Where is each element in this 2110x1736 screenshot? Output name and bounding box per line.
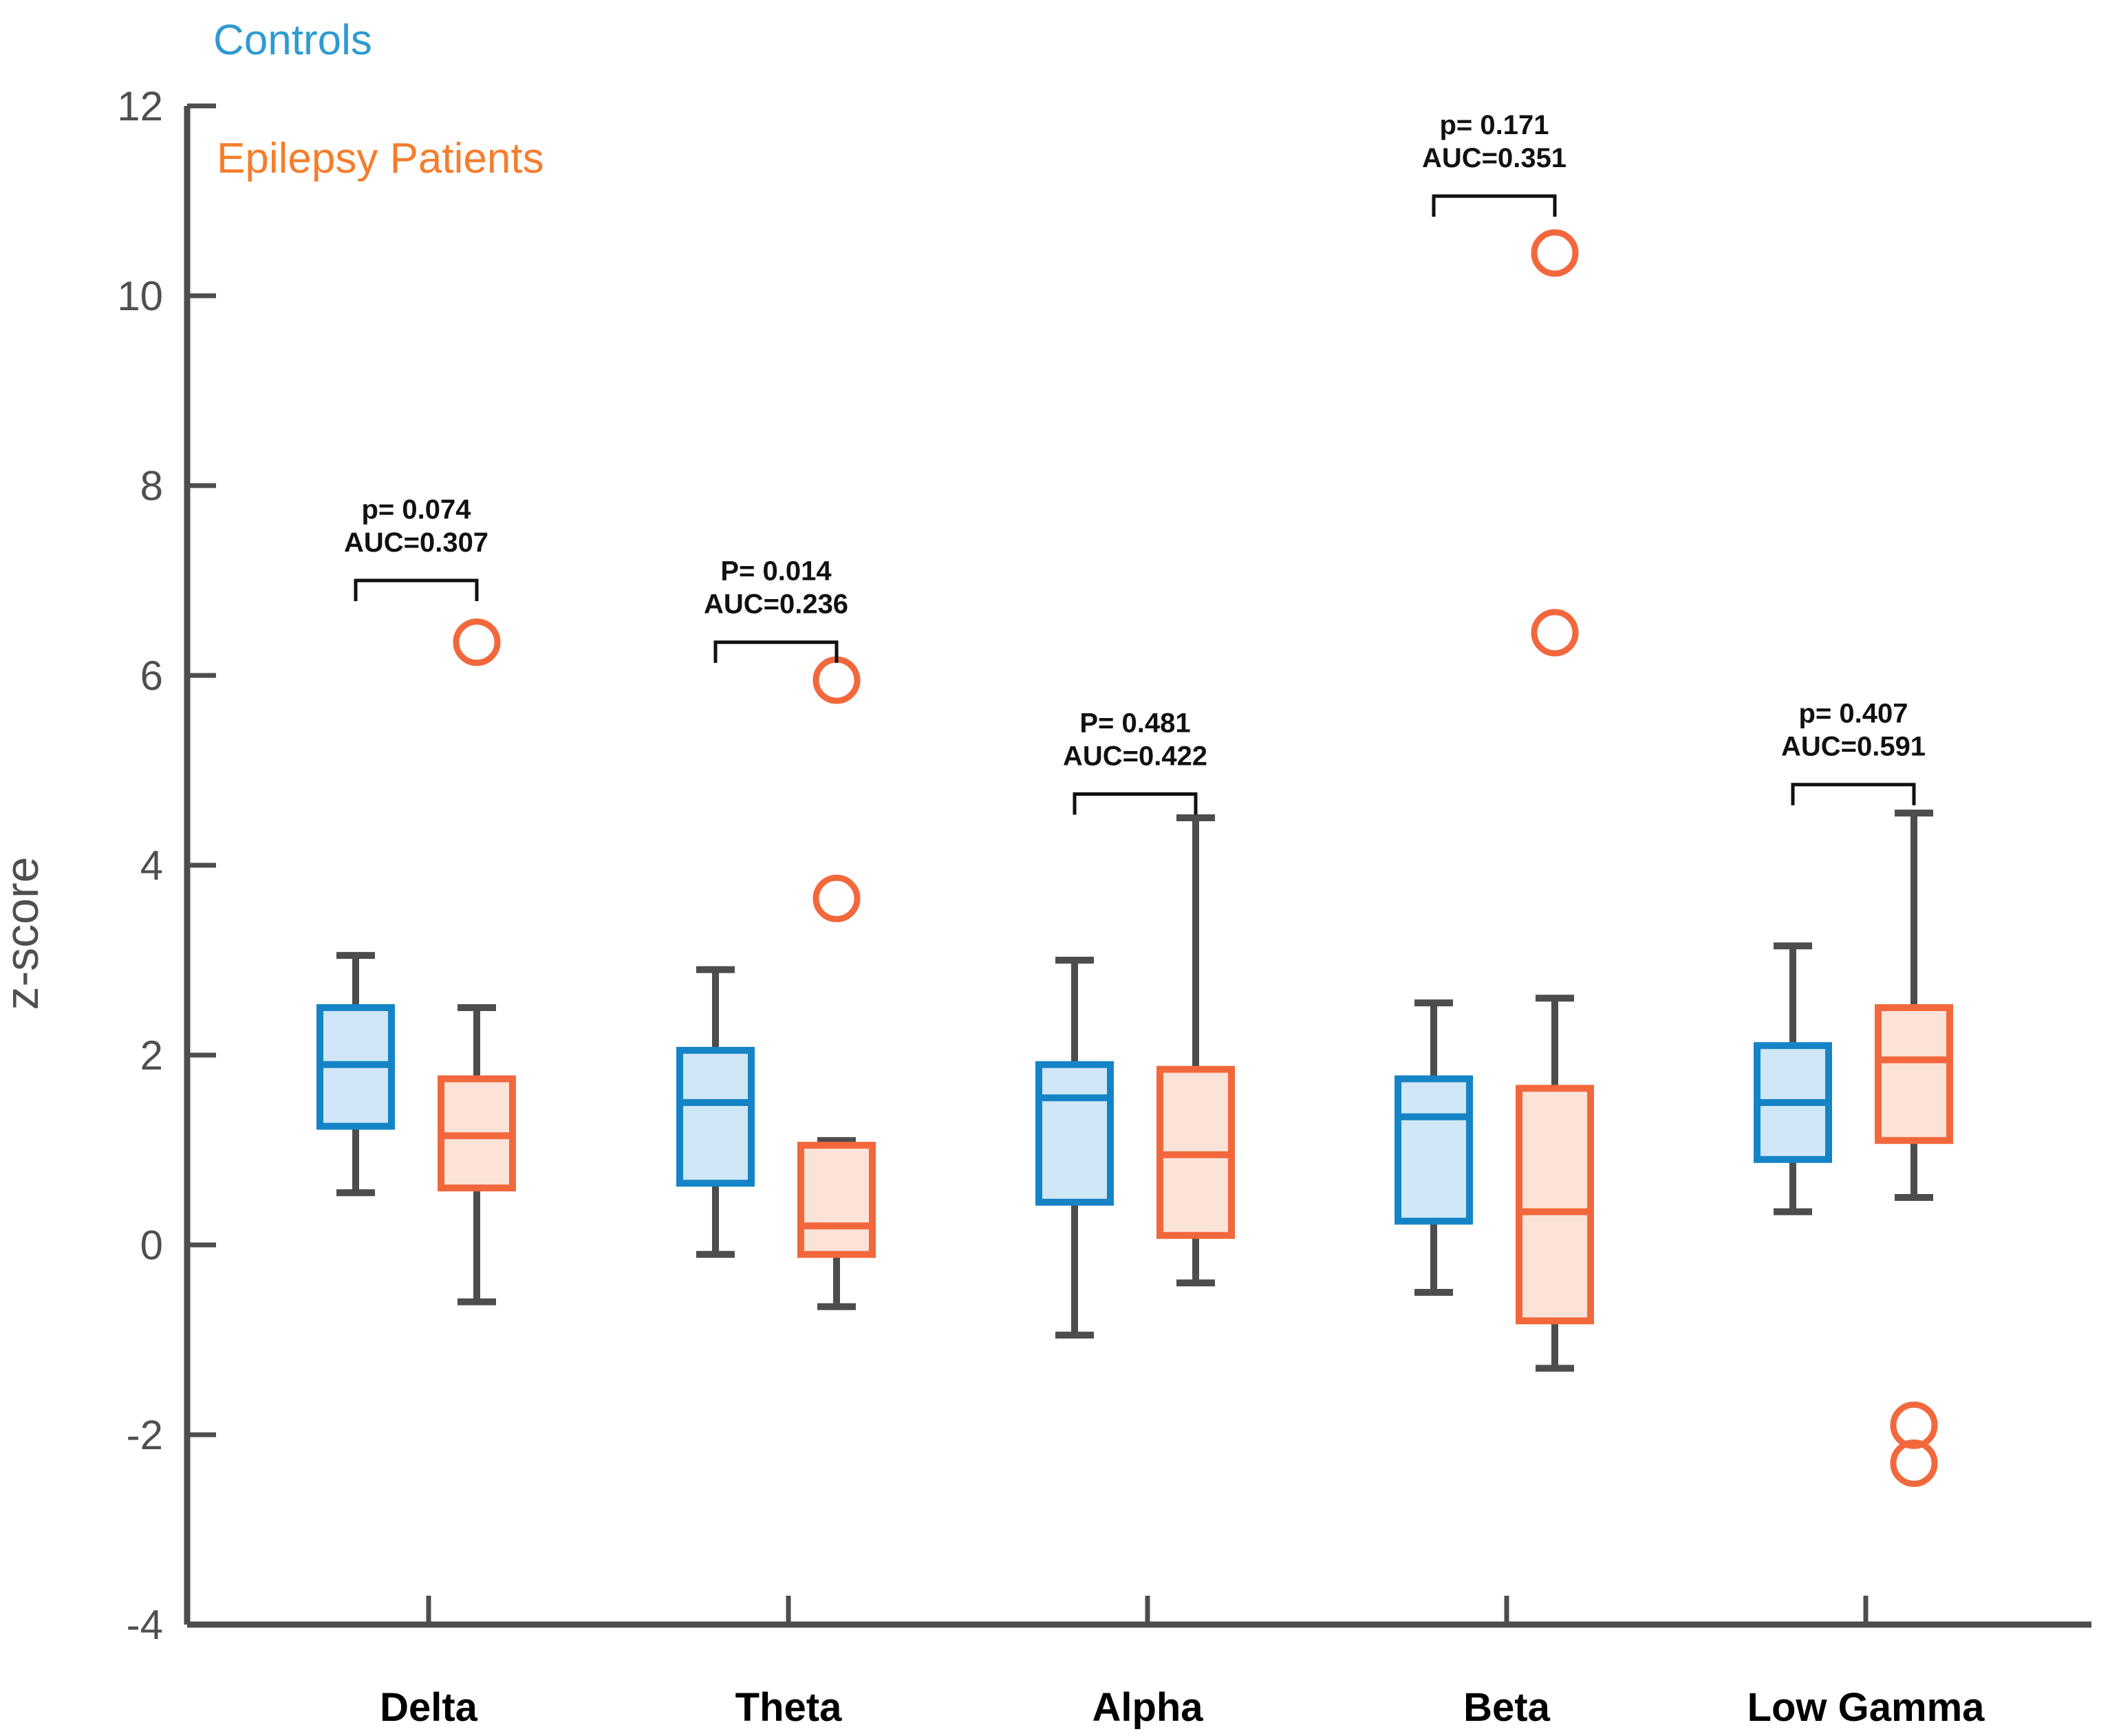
significance-bracket-beta (1432, 194, 1557, 217)
box-epilepsy-patients-theta (797, 1142, 876, 1258)
outlier-marker-epilepsy-patients-theta (812, 656, 861, 704)
y-tick-label: 8 (140, 463, 163, 509)
auc-label-beta: AUC=0.351 (1422, 143, 1567, 173)
box-epilepsy-patients-beta (1516, 1085, 1594, 1325)
y-tick-label: -4 (127, 1602, 163, 1648)
y-tick-label: 12 (117, 83, 163, 129)
p-value-label-alpha: P= 0.481 (1079, 708, 1190, 739)
outlier-marker-epilepsy-patients-beta (1531, 609, 1579, 657)
y-tick-label: -2 (127, 1412, 163, 1458)
box-epilepsy-patients-low-gamma (1875, 1004, 1953, 1144)
p-value-label-theta: P= 0.014 (720, 556, 832, 587)
box-controls-beta (1395, 1075, 1473, 1225)
auc-label-low-gamma: AUC=0.591 (1781, 732, 1926, 762)
outlier-marker-epilepsy-patients-delta (453, 618, 501, 666)
p-value-label-beta: p= 0.171 (1439, 110, 1549, 140)
outlier-marker-epilepsy-patients-beta (1531, 229, 1579, 277)
box-controls-alpha (1035, 1061, 1114, 1206)
significance-bracket-delta (354, 578, 479, 601)
legend-item-controls: Controls (213, 17, 372, 64)
outlier-marker-epilepsy-patients-low-gamma (1890, 1439, 1938, 1487)
y-axis-label: z-score (0, 856, 48, 1010)
y-tick-label: 6 (140, 653, 163, 699)
x-tick-label: Theta (735, 1685, 842, 1730)
y-tick-label: 0 (140, 1222, 163, 1268)
y-tick-label: 10 (117, 273, 163, 319)
p-value-label-delta: p= 0.074 (361, 495, 471, 525)
y-tick-label: 2 (140, 1032, 163, 1078)
box-controls-theta (676, 1047, 755, 1187)
x-tick-label: Low Gamma (1747, 1685, 1985, 1730)
significance-bracket-theta (713, 640, 839, 663)
x-tick-label: Alpha (1092, 1685, 1203, 1730)
significance-bracket-low-gamma (1791, 783, 1916, 805)
auc-label-alpha: AUC=0.422 (1063, 741, 1207, 772)
outlier-marker-epilepsy-patients-theta (812, 874, 861, 922)
significance-bracket-alpha (1073, 792, 1198, 815)
y-tick-label: 4 (140, 843, 163, 889)
outlier-marker-epilepsy-patients-low-gamma (1890, 1401, 1938, 1449)
p-value-label-low-gamma: p= 0.407 (1798, 699, 1908, 729)
x-tick-label: Beta (1463, 1685, 1550, 1730)
auc-label-delta: AUC=0.307 (344, 528, 488, 558)
x-tick-label: Delta (380, 1685, 478, 1730)
auc-label-theta: AUC=0.236 (704, 589, 848, 620)
legend-item-epilepsy-patients: Epilepsy Patients (217, 135, 544, 182)
